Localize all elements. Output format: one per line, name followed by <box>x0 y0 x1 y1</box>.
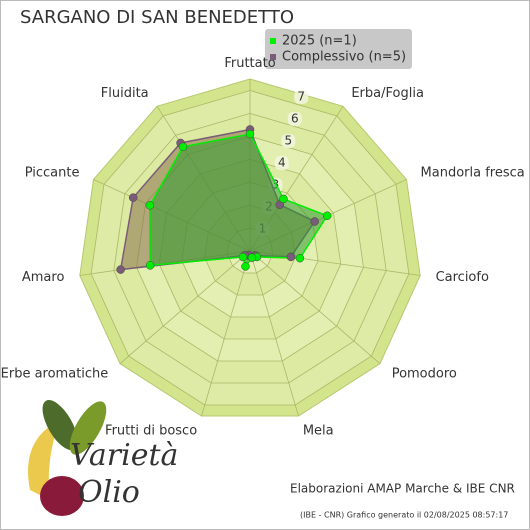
legend-swatch <box>270 54 276 60</box>
category-label: Amaro <box>22 270 65 285</box>
footer-note: (IBE - CNR) Grafico generato il 02/08/20… <box>300 511 508 520</box>
brand-logo: Varietà Olio <box>28 400 178 516</box>
category-label: Frutti di bosco <box>105 423 197 438</box>
point <box>295 253 305 263</box>
category-label: Piccante <box>25 166 80 181</box>
legend-label: Complessivo (n=5) <box>282 50 406 65</box>
brand-text: Olio <box>78 475 140 510</box>
category-label: Erbe aromatiche <box>1 366 109 381</box>
spoke <box>119 250 251 364</box>
tick-bg <box>281 133 296 148</box>
r-tick-label: 4 <box>278 155 286 169</box>
category-label: Carciofo <box>436 270 489 285</box>
legend-swatch <box>270 38 276 44</box>
point <box>145 261 155 270</box>
chart-title: SARGANO DI SAN BENEDETTO <box>20 7 294 28</box>
r-tick-label: 7 <box>297 89 305 103</box>
point <box>178 142 188 152</box>
point <box>310 217 319 226</box>
point <box>322 211 332 221</box>
point <box>245 129 255 139</box>
series-area <box>149 133 329 269</box>
point <box>279 194 288 204</box>
legend-box <box>265 29 412 69</box>
point <box>145 201 155 210</box>
spoke <box>249 250 381 364</box>
category-label: Fruttato <box>224 56 275 71</box>
tick-bg <box>294 89 309 104</box>
category-label: Mela <box>303 423 334 438</box>
tick-bg <box>287 111 302 126</box>
footer: Elaborazioni AMAP Marche & IBE CNR <box>290 482 515 496</box>
point <box>286 252 296 262</box>
r-tick-label: 5 <box>284 133 292 147</box>
point <box>116 265 125 274</box>
category-label: Pomodoro <box>392 366 457 381</box>
point <box>238 252 248 262</box>
brand-text: Varietà <box>70 438 178 473</box>
point <box>247 253 257 262</box>
spoke <box>249 250 299 417</box>
point <box>128 193 138 202</box>
tick-bg <box>274 155 289 170</box>
r-tick-label: 6 <box>291 111 299 125</box>
legend-label: 2025 (n=1) <box>282 34 357 49</box>
category-label: Erba/Foglia <box>351 86 424 101</box>
spoke <box>201 250 251 417</box>
point <box>241 262 250 271</box>
category-label: Fluidita <box>101 86 149 101</box>
category-label: Mandorla fresca <box>421 166 525 181</box>
